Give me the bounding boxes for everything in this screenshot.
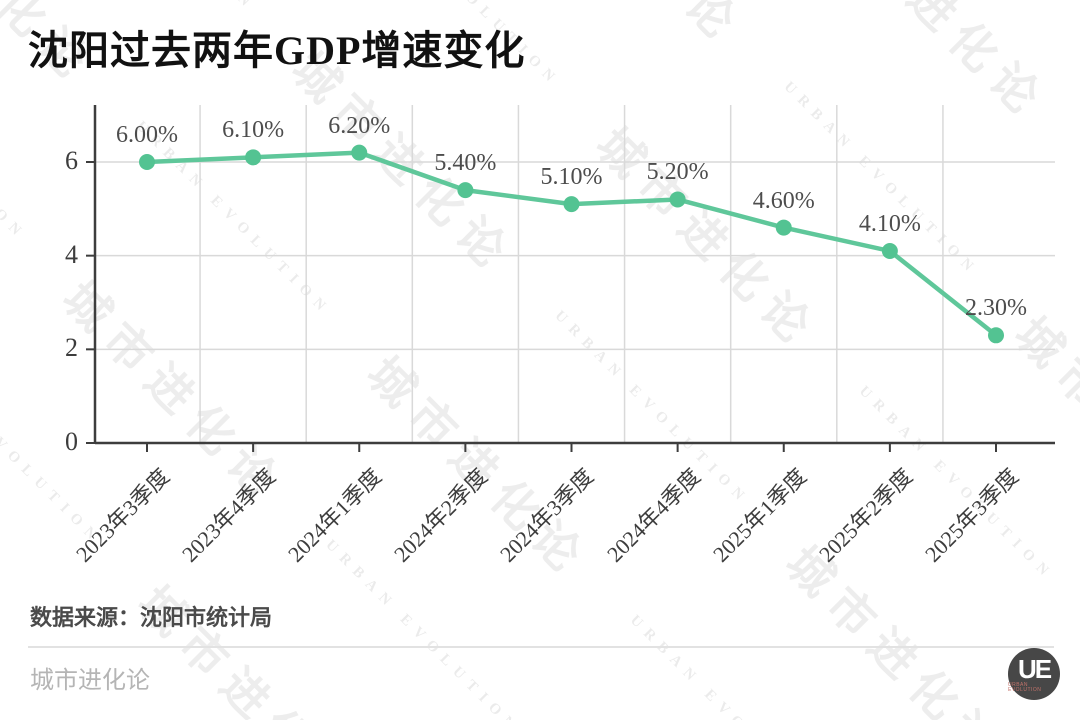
data-source-note: 数据来源：沈阳市统计局 <box>30 605 273 630</box>
footer-divider <box>28 646 1054 648</box>
data-point-label: 5.10% <box>540 164 603 191</box>
data-point-label: 4.10% <box>858 210 921 237</box>
data-point-label: 6.10% <box>222 117 285 144</box>
data-point-label: 5.40% <box>434 150 497 177</box>
data-point-label: 5.20% <box>646 159 709 186</box>
y-tick-label: 6 <box>65 146 78 175</box>
data-point-label: 6.00% <box>116 122 178 148</box>
data-point-label: 4.60% <box>752 187 815 214</box>
y-tick-label: 4 <box>65 239 78 269</box>
chart-title: 沈阳过去两年GDP增速变化 <box>28 28 526 73</box>
brand-logo: UE URBAN EVOLUTION <box>1008 648 1060 700</box>
logo-ue-text: UE <box>1017 653 1052 684</box>
logo-subtext: URBAN EVOLUTION <box>1008 681 1042 693</box>
data-point-label: 6.20% <box>328 112 391 139</box>
y-tick-label: 2 <box>65 333 78 363</box>
data-point-label: 2.30% <box>965 295 1027 322</box>
y-tick-label: 0 <box>65 427 78 456</box>
brand-name: 城市进化论 <box>30 668 150 694</box>
